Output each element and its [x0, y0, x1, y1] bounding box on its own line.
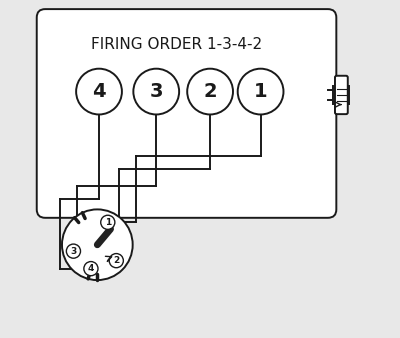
Circle shape: [109, 254, 123, 268]
Circle shape: [62, 210, 133, 280]
FancyBboxPatch shape: [335, 76, 348, 114]
Text: 2: 2: [203, 82, 217, 101]
Circle shape: [238, 69, 284, 115]
Circle shape: [76, 69, 122, 115]
Circle shape: [133, 69, 179, 115]
Circle shape: [101, 215, 115, 230]
Circle shape: [187, 69, 233, 115]
Text: 4: 4: [92, 82, 106, 101]
Text: 1: 1: [254, 82, 268, 101]
Text: 3: 3: [150, 82, 163, 101]
Text: 2: 2: [113, 256, 120, 265]
FancyBboxPatch shape: [37, 9, 336, 218]
Circle shape: [66, 244, 80, 258]
Text: 3: 3: [70, 247, 76, 256]
Text: 1: 1: [105, 218, 111, 227]
Circle shape: [84, 262, 98, 276]
Text: 4: 4: [88, 264, 94, 273]
Text: FIRING ORDER 1-3-4-2: FIRING ORDER 1-3-4-2: [91, 37, 262, 52]
